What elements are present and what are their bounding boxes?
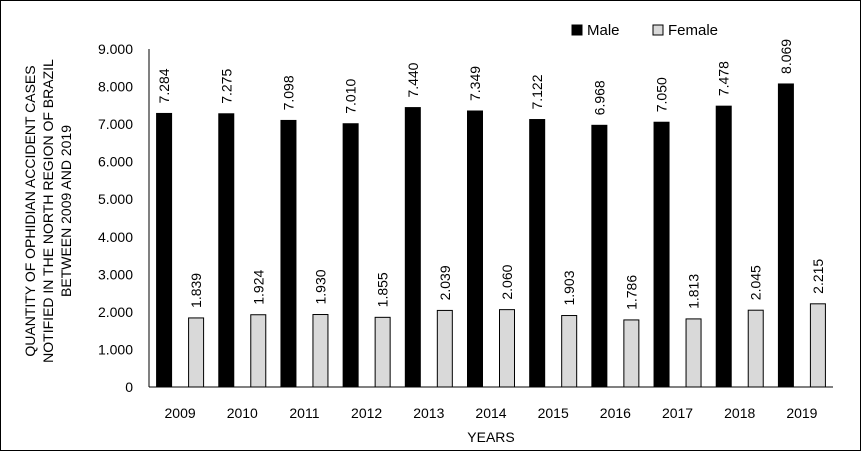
bar-label-female: 2.060 xyxy=(499,264,515,299)
bar-label-female: 1.903 xyxy=(561,270,577,305)
bar-female xyxy=(499,309,515,388)
bar-label-female: 1.930 xyxy=(312,269,328,304)
bar-female xyxy=(623,319,640,388)
x-tick-label: 2013 xyxy=(413,405,444,421)
y-axis-title-line: BETWEEN 2009 AND 2019 xyxy=(58,125,74,297)
bar-label-male: 7.440 xyxy=(405,62,421,97)
y-tick-label: 4.000 xyxy=(98,229,133,245)
bar-label-male: 6.968 xyxy=(591,80,607,115)
bar-male xyxy=(218,113,235,388)
bar-label-male: 8.069 xyxy=(778,39,794,74)
bar-label-female: 2.045 xyxy=(748,265,764,300)
bar-male xyxy=(404,107,421,388)
bar-label-male: 7.275 xyxy=(218,69,234,104)
bars xyxy=(156,83,826,388)
bar-female xyxy=(561,315,578,388)
x-tick-label: 2018 xyxy=(724,405,755,421)
bar-label-female: 1.813 xyxy=(686,274,702,309)
y-axis-title: QUANTITY OF OPHIDIAN ACCIDENT CASES NOTIF… xyxy=(22,59,74,363)
bar-female xyxy=(747,309,764,388)
x-tick-label: 2017 xyxy=(662,405,693,421)
x-tick-label: 2010 xyxy=(227,405,258,421)
legend-swatch-female xyxy=(652,24,664,36)
y-axis-title-line: QUANTITY OF OPHIDIAN ACCIDENT CASES xyxy=(22,65,38,356)
x-tick-label: 2009 xyxy=(165,405,196,421)
bar-label-male: 7.284 xyxy=(156,68,172,103)
y-tick-label: 6.000 xyxy=(98,154,133,170)
bar-label-male: 7.349 xyxy=(467,66,483,101)
bar-female xyxy=(436,309,453,388)
bar-labels: 7.284 1.839 7.275 1.924 7.098 1.930 7.010 1.855… xyxy=(156,39,826,310)
bar-male xyxy=(467,110,483,388)
bar-label-female: 1.839 xyxy=(188,273,204,308)
bar-male xyxy=(156,112,173,388)
bar-female xyxy=(809,303,826,388)
bar-label-female: 1.786 xyxy=(623,275,639,310)
y-axis-ticks: 0 1.000 2.000 3.000 4.000 5.000 6.000 7.000 8.00… xyxy=(98,41,133,395)
bar-label-male: 7.098 xyxy=(280,75,296,110)
y-tick-label: 7.000 xyxy=(98,116,133,132)
bar-male xyxy=(653,121,670,388)
bar-label-female: 2.215 xyxy=(810,259,826,294)
bar-label-male: 7.050 xyxy=(654,77,670,112)
bar-male xyxy=(777,83,794,388)
bar-label-female: 1.855 xyxy=(375,272,391,307)
y-tick-label: 3.000 xyxy=(98,266,133,282)
y-tick-label: 8.000 xyxy=(98,79,133,95)
bar-female xyxy=(374,316,391,388)
bar-female xyxy=(188,317,205,388)
x-axis-title: YEARS xyxy=(467,429,514,445)
x-tick-label: 2011 xyxy=(289,405,319,421)
legend-label-female: Female xyxy=(668,22,718,39)
legend: Male Female xyxy=(571,22,718,39)
bar-label-female: 2.039 xyxy=(437,265,453,300)
y-tick-label: 1.000 xyxy=(98,341,133,357)
y-tick-label: 5.000 xyxy=(98,191,133,207)
bar-male xyxy=(342,123,359,388)
bar-male xyxy=(529,119,546,388)
bar-label-male: 7.478 xyxy=(716,61,732,96)
legend-swatch-male xyxy=(571,24,583,36)
bar-female xyxy=(250,314,267,388)
bar-label-male: 7.010 xyxy=(343,78,359,113)
y-axis-title-line: NOTIFIED IN THE NORTH REGION OF BRAZIL xyxy=(40,59,56,363)
x-axis-ticks: 2009 2010 2011 2012 2013 2014 2015 2016 2017 2018… xyxy=(165,405,818,421)
x-tick-label: 2016 xyxy=(600,405,631,421)
x-tick-label: 2012 xyxy=(351,405,382,421)
bar-male xyxy=(591,124,608,388)
bar-female xyxy=(312,314,329,388)
y-tick-label: 9.000 xyxy=(98,41,133,57)
x-tick-label: 2019 xyxy=(786,405,817,421)
bar-label-female: 1.924 xyxy=(250,269,266,304)
bar-label-male: 7.122 xyxy=(529,74,545,109)
legend-label-male: Male xyxy=(587,22,620,39)
bar-male xyxy=(280,119,297,388)
x-tick-label: 2014 xyxy=(475,405,506,421)
bar-female xyxy=(685,318,702,388)
y-tick-label: 2.000 xyxy=(98,304,133,320)
bar-male xyxy=(715,105,732,388)
y-tick-label: 0 xyxy=(125,379,133,395)
x-tick-label: 2015 xyxy=(538,405,569,421)
